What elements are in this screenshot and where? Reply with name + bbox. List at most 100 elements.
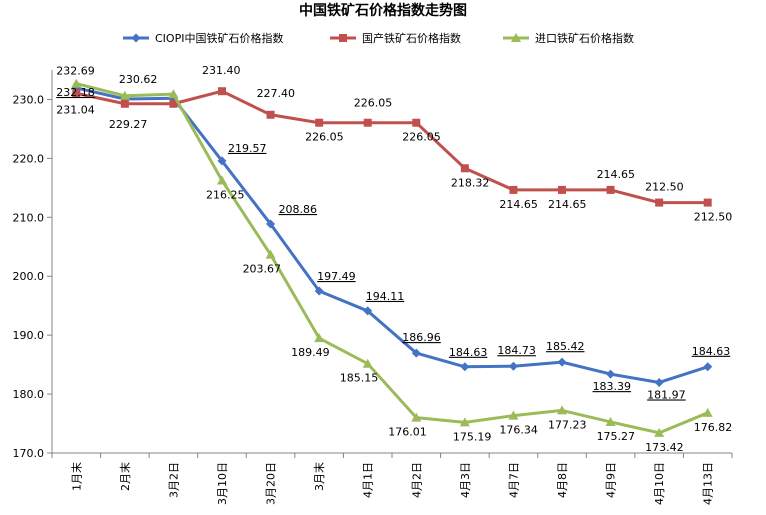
y-tick-label: 220.0 [13, 152, 45, 165]
legend-label: 进口铁矿石价格指数 [535, 31, 634, 45]
data-label: 183.39 [593, 380, 632, 393]
data-label: 226.05 [402, 131, 441, 144]
data-point [702, 407, 713, 417]
axes: 170.0 180.0 190.0 200.0 210.0 220.0 230.0 1月末 2月… [13, 70, 733, 505]
data-label: 184.63 [692, 345, 731, 358]
series-line [75, 82, 709, 435]
data-point [557, 405, 567, 415]
data-label: 212.50 [694, 211, 733, 224]
data-point [363, 118, 372, 127]
data-label: 231.40 [202, 64, 241, 77]
data-point [169, 99, 178, 108]
data-label: 194.11 [366, 290, 405, 303]
data-label: 185.15 [340, 372, 379, 385]
data-point [508, 410, 519, 420]
data-point [217, 156, 227, 166]
series-layer [71, 78, 713, 437]
data-label: 219.57 [228, 142, 267, 155]
data-point [411, 348, 421, 358]
data-label: 232.18 [56, 86, 95, 99]
x-tick-label: 4月1日 [362, 462, 375, 498]
data-label: 176.34 [499, 424, 538, 437]
data-label: 175.27 [597, 430, 636, 443]
legend-marker [131, 33, 141, 43]
data-point [703, 362, 713, 372]
data-point [315, 118, 324, 127]
legend-marker [511, 33, 521, 42]
data-point [557, 357, 567, 367]
x-tick-label: 4月8日 [556, 462, 569, 498]
data-point [558, 185, 566, 194]
data-point [168, 89, 179, 99]
data-label: 226.05 [305, 131, 344, 144]
series-line [75, 89, 708, 205]
data-point [654, 427, 665, 437]
data-point [459, 417, 470, 427]
y-tick-label: 170.0 [13, 447, 45, 460]
data-label: 232.69 [56, 65, 95, 78]
x-tick-label: 3月10日 [216, 462, 229, 505]
data-label: 197.49 [317, 270, 356, 283]
y-tick-label: 190.0 [13, 329, 45, 342]
data-label: 189.49 [291, 346, 330, 359]
data-label: 177.23 [548, 418, 587, 431]
data-label: 229.27 [109, 118, 148, 131]
data-label: 227.40 [257, 87, 296, 100]
data-point [606, 369, 616, 379]
y-tick-label: 210.0 [13, 211, 45, 224]
data-point [509, 185, 518, 194]
legend-item-1: CIOPI中国铁矿石价格指数 [123, 31, 283, 45]
data-label: 216.25 [206, 188, 245, 201]
data-label: 184.63 [449, 346, 488, 359]
series-3 [71, 78, 713, 437]
data-point [703, 198, 712, 207]
x-tick-label: 4月9日 [605, 462, 618, 498]
data-point [119, 90, 130, 100]
data-label: 176.01 [388, 426, 427, 439]
data-label: 218.32 [451, 176, 490, 189]
legend-marker [339, 34, 347, 42]
x-tick-label: 1月末 [69, 462, 83, 491]
data-point [266, 219, 276, 229]
chart-title: 中国铁矿石价格指数走势图 [299, 2, 467, 19]
x-tick-label: 4月3日 [459, 462, 472, 498]
x-tick-label: 4月2日 [410, 462, 423, 498]
x-tick-label: 3月末 [312, 462, 326, 491]
data-label: 214.65 [499, 198, 538, 211]
y-tick-label: 230.0 [13, 93, 45, 106]
data-point [606, 185, 615, 194]
x-tick-label: 4月7日 [507, 462, 520, 498]
legend-label: CIOPI中国铁矿石价格指数 [155, 31, 283, 45]
legend: CIOPI中国铁矿石价格指数 国产铁矿石价格指数 进口铁矿石价格指数 [123, 31, 634, 45]
data-point [218, 87, 226, 96]
data-label: 214.65 [597, 168, 636, 181]
data-point [460, 164, 469, 173]
data-label: 181.97 [647, 388, 686, 401]
data-point [411, 412, 422, 422]
data-point [363, 306, 373, 316]
data-point [314, 286, 324, 296]
data-label: 231.04 [56, 103, 95, 116]
x-tick-label: 4月10日 [653, 462, 666, 505]
series-line [75, 86, 709, 384]
data-point [265, 249, 276, 259]
data-label: 212.50 [645, 181, 684, 194]
data-label: 173.42 [645, 441, 684, 454]
data-label: 214.65 [548, 198, 587, 211]
y-tick-label: 200.0 [13, 270, 45, 283]
x-tick-label: 3月20日 [265, 462, 278, 505]
x-tick-label: 2月末 [118, 462, 132, 491]
data-point [412, 118, 421, 127]
series-2 [72, 87, 712, 207]
data-label: 226.05 [354, 97, 393, 110]
data-point [508, 361, 518, 371]
series-1 [71, 83, 713, 387]
data-point [266, 110, 275, 119]
data-label: 186.96 [402, 331, 441, 344]
data-point [362, 358, 373, 368]
data-label: 230.62 [119, 73, 158, 86]
data-point [120, 99, 129, 108]
x-tick-label: 3月2日 [167, 462, 180, 498]
data-point [217, 175, 227, 185]
